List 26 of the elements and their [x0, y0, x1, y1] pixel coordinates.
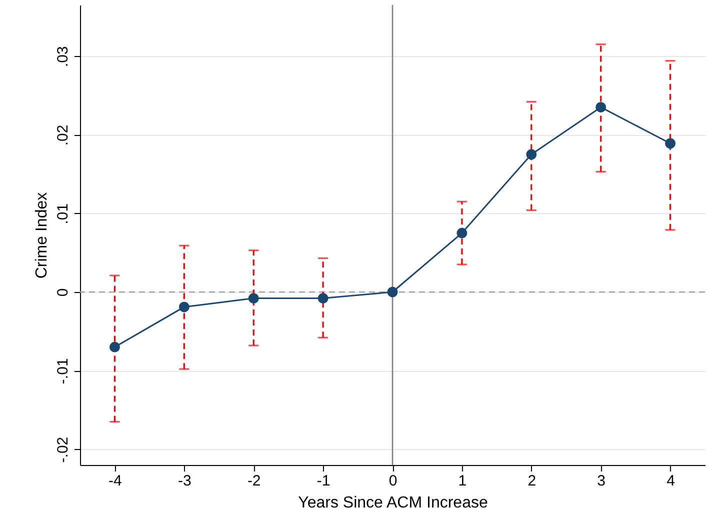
y-axis-title: Crime Index	[34, 192, 50, 279]
point	[665, 138, 676, 149]
y-tick-label: -.01	[54, 358, 72, 384]
y-tick-label: .01	[54, 203, 72, 224]
x-axis-title: Years Since ACM Increase	[298, 494, 488, 512]
x-tick-label: 0	[388, 472, 398, 490]
y-tick-label: 0	[54, 288, 72, 297]
x-tick-label: -4	[108, 472, 122, 490]
point	[526, 149, 537, 160]
point	[318, 293, 328, 304]
x-tick-label: 3	[597, 472, 606, 490]
point	[387, 286, 398, 298]
x-tick-label: -2	[247, 472, 261, 490]
point	[456, 228, 468, 238]
point	[248, 293, 259, 304]
point	[596, 102, 606, 112]
x-tick-label: -1	[316, 472, 330, 490]
x-tick-label: 1	[458, 472, 467, 490]
y-tick-label: .03	[54, 46, 72, 68]
point	[109, 342, 120, 352]
point	[178, 302, 190, 312]
x-tick-label: 4	[666, 472, 675, 490]
x-tick-label: 2	[528, 472, 536, 490]
x-tick-label: -3	[178, 472, 192, 490]
y-tick-label: -.02	[54, 436, 72, 463]
y-tick-label: .02	[54, 124, 72, 146]
